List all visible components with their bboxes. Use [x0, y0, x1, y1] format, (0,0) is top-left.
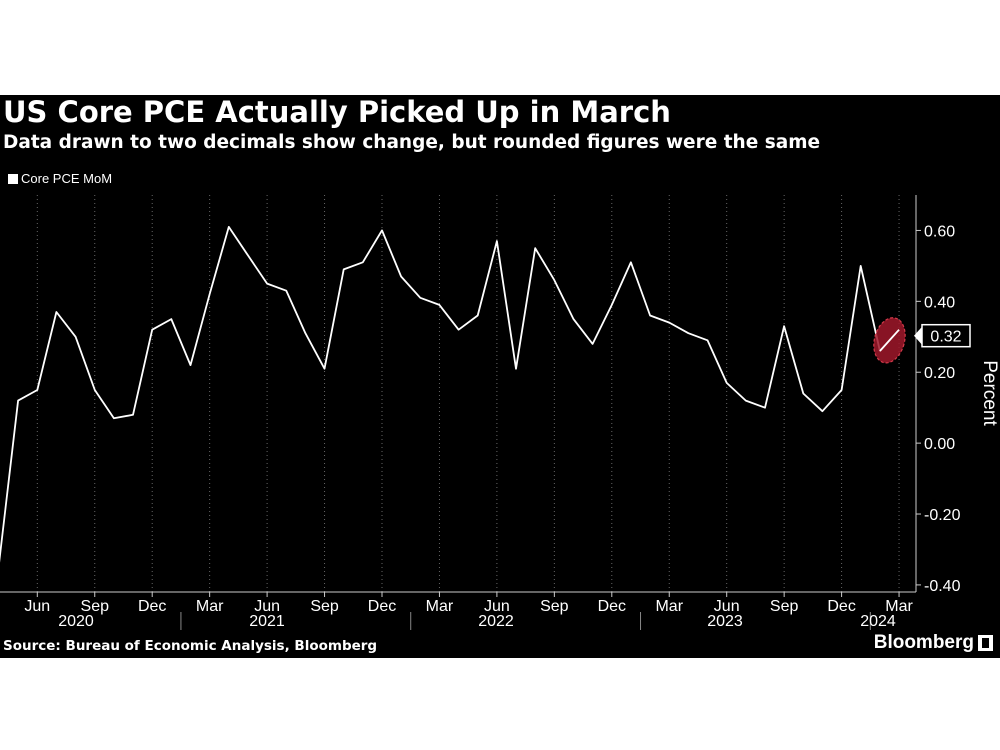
- x-year-label: 2024: [860, 613, 896, 630]
- x-tick-label: Jun: [24, 598, 50, 615]
- y-tick-label: 0.40: [924, 294, 955, 311]
- x-tick-label: Jun: [254, 598, 280, 615]
- legend: Core PCE MoM: [8, 171, 112, 186]
- brand-name: Bloomberg: [873, 632, 974, 653]
- annotation-pointer: [914, 326, 922, 345]
- series-line-core-pce: [0, 225, 900, 563]
- x-tick-label: Jun: [484, 598, 510, 615]
- y-tick-label: -0.40: [924, 578, 961, 595]
- line-chart: Jun Sep Dec Mar Jun Sep Dec Mar Jun Sep Dec Mar Jun S…: [0, 195, 1000, 630]
- y-tick-label: 0.00: [924, 436, 955, 453]
- y-tick-label: -0.20: [924, 507, 961, 524]
- x-tick-label: Jun: [714, 598, 740, 615]
- x-tick-label: Mar: [196, 598, 224, 615]
- y-tick-label: 0.60: [924, 223, 955, 240]
- legend-label: Core PCE MoM: [21, 171, 113, 186]
- x-tick-label: Dec: [598, 598, 626, 615]
- y-tick-label: 0.20: [924, 365, 955, 382]
- x-tick-label: Mar: [655, 598, 683, 615]
- x-tick-label: Sep: [540, 598, 569, 615]
- annotation-box: [921, 323, 971, 348]
- x-tick-label: Sep: [310, 598, 339, 615]
- x-year-label: 2020: [58, 613, 94, 630]
- x-tick-label: Mar: [426, 598, 454, 615]
- chart-title: US Core PCE Actually Picked Up in March: [3, 95, 671, 129]
- y-axis-title: Percent: [979, 360, 1000, 426]
- x-year-label: 2021: [249, 613, 285, 630]
- x-tick-label: Dec: [827, 598, 855, 615]
- x-tick-label: Dec: [368, 598, 396, 615]
- annotation-label: 0.32: [930, 329, 961, 346]
- highlight-segment: [879, 329, 900, 352]
- x-year-label: 2023: [707, 613, 743, 630]
- bloomberg-logo-icon: [978, 635, 993, 651]
- x-tick-label: Dec: [138, 598, 166, 615]
- x-tick-label: Sep: [770, 598, 799, 615]
- x-tick-label: Mar: [885, 598, 913, 615]
- legend-swatch: [8, 173, 18, 184]
- chart-subtitle: Data drawn to two decimals show change, …: [3, 132, 821, 153]
- x-tick-label: Sep: [81, 598, 110, 615]
- x-year-label: 2022: [478, 613, 514, 630]
- source-note: Source: Bureau of Economic Analysis, Blo…: [3, 638, 378, 654]
- brand: Bloomberg: [874, 632, 993, 654]
- chart-panel: US Core PCE Actually Picked Up in March …: [0, 95, 1000, 658]
